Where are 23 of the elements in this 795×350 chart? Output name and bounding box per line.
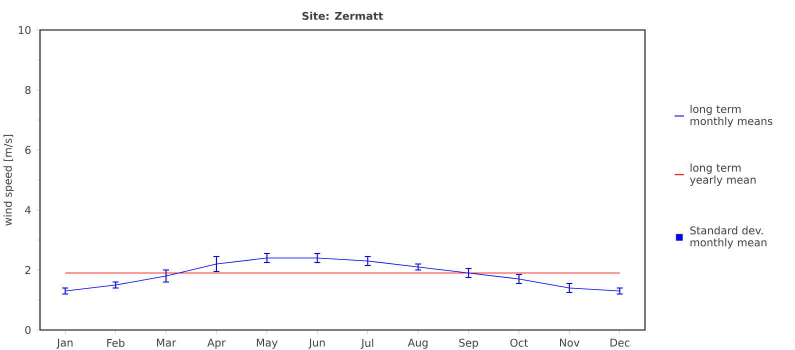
x-tick-label: Jul	[360, 338, 374, 349]
x-tick-label: Mar	[157, 338, 176, 347]
x-tick-label: Jun	[308, 338, 325, 349]
legend-label: long term yearly mean	[690, 164, 756, 186]
y-tick-label: 6	[25, 146, 31, 154]
y-axis-title: wind speed [m/s]	[4, 134, 14, 226]
x-tick-label: Sep	[459, 338, 478, 349]
y-tick-label: 0	[25, 326, 31, 334]
x-tick-label: Aug	[408, 338, 428, 349]
x-tick-label: May	[256, 338, 278, 349]
x-tick-label: Jan	[56, 338, 73, 349]
y-tick-label: 10	[18, 26, 31, 34]
y-tick-label: 4	[25, 206, 31, 214]
chart-title: Site: Zermatt	[302, 12, 384, 20]
y-tick-label: 2	[25, 266, 30, 274]
x-tick-label: Dec	[610, 338, 630, 347]
x-tick-label: Apr	[207, 338, 226, 349]
x-tick-label: Oct	[510, 338, 528, 347]
x-tick-label: Feb	[107, 338, 124, 347]
legend-label: long term monthly means	[690, 104, 772, 128]
text: Standard dev. monthly mean	[690, 226, 766, 248]
y-tick-label: 8	[25, 86, 31, 94]
x-tick-label: Nov	[560, 338, 580, 347]
